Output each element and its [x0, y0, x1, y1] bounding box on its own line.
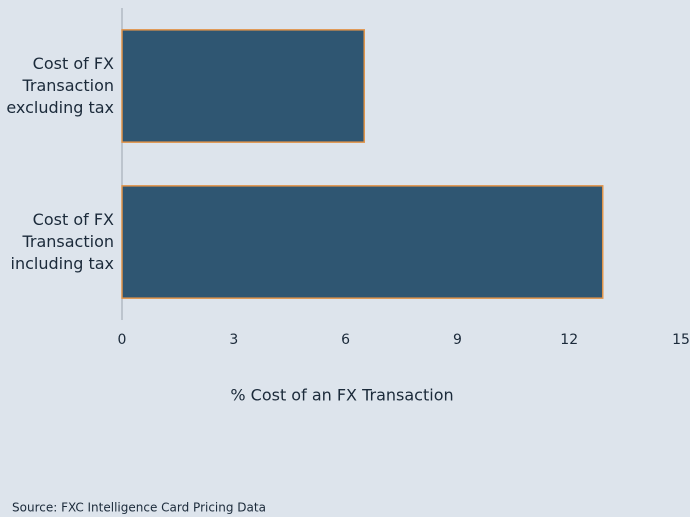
- x-tick-label: 6: [341, 332, 350, 348]
- x-tick-label: 3: [229, 332, 238, 348]
- x-tick-label: 9: [453, 332, 462, 348]
- source: Source: FXC Intelligence Card Pricing Da…: [12, 501, 266, 515]
- x-tick-label: 12: [560, 332, 578, 348]
- x-tick-label: 0: [118, 332, 127, 348]
- y-tick-label: Cost of FX Transaction excluding tax: [6, 54, 114, 117]
- x-axis-title: % Cost of an FX Transaction: [230, 386, 453, 405]
- bar: [121, 185, 604, 299]
- bar: [121, 29, 365, 143]
- y-tick-label: Cost of FX Transaction including tax: [10, 210, 115, 273]
- x-tick-label: 15: [672, 332, 690, 348]
